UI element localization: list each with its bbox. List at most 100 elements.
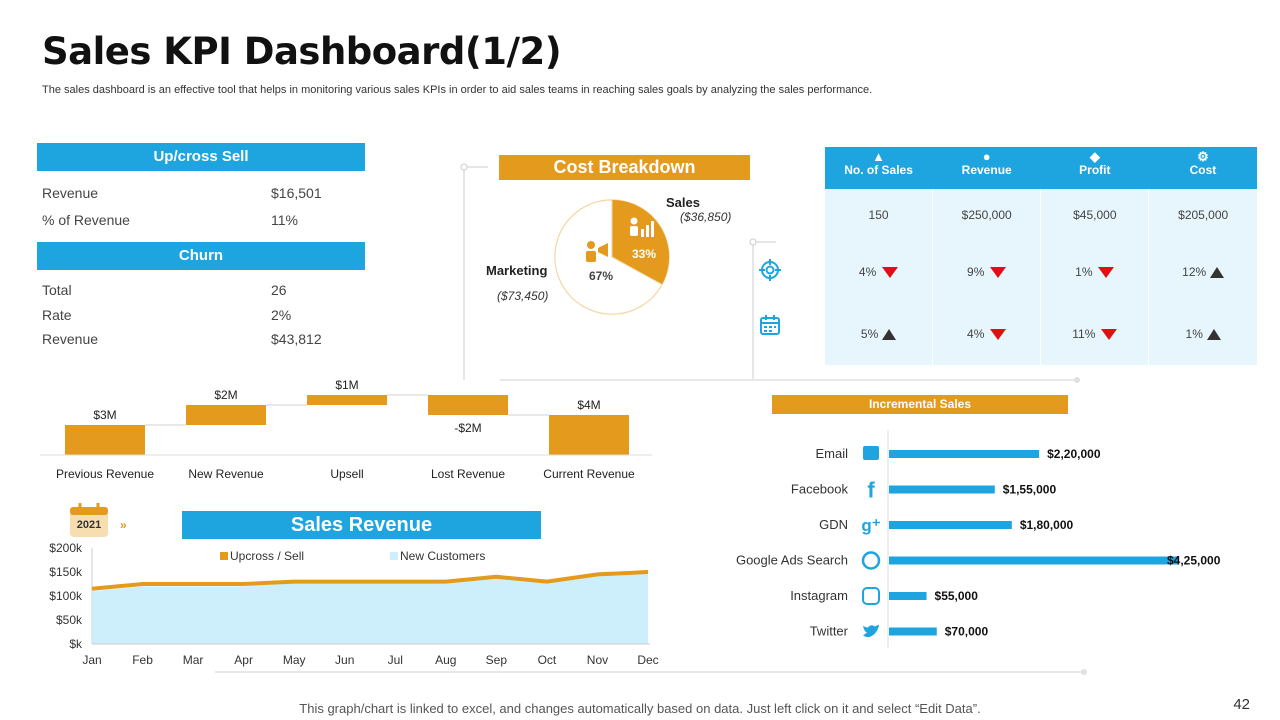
incremental-sales-header: Incremental Sales: [772, 395, 1068, 414]
upcross-title: Up/cross Sell: [153, 148, 249, 165]
legend-swatch-upcross: [220, 552, 228, 560]
churn-row-total-label: Total: [42, 282, 72, 298]
kpi-row2-cell: 12%: [1148, 241, 1257, 303]
pie-sales-percent: 33%: [632, 247, 657, 261]
area-ytick-label: $150k: [49, 565, 83, 579]
churn-header: Churn: [37, 242, 365, 270]
pie-sales-icon: [630, 217, 654, 237]
hbar-category-label: GDN: [819, 517, 848, 532]
sales-revenue-title: Sales Revenue: [290, 514, 433, 536]
google-plus-icon: g⁺: [861, 516, 880, 535]
area-ytick-label: $k: [69, 637, 83, 651]
trend-up-icon: [1206, 329, 1221, 341]
target-icon: [759, 259, 781, 281]
area-xtick-label: Dec: [637, 653, 658, 667]
area-xtick-label: Jul: [388, 653, 403, 667]
divider-mid-dot: [1074, 377, 1080, 383]
hbar-bar: [889, 627, 937, 636]
kpi-header-revenue-label: Revenue: [961, 163, 1012, 177]
page-title: Sales KPI Dashboard(1/2): [42, 30, 562, 73]
calendar-icon: [760, 315, 780, 335]
upcross-header: Up/cross Sell: [37, 143, 365, 171]
revenue-waterfall-chart: $3M Previous Revenue $2M New Revenue $1M Upse…: [40, 380, 652, 481]
hbar-value-label: $1,80,000: [1020, 518, 1074, 532]
hbar-value-label: $1,55,000: [1003, 483, 1057, 497]
instagram-icon: [862, 587, 880, 605]
legend-label-upcross: Upcross / Sell: [230, 549, 304, 563]
calendar-badge-icon: [70, 503, 108, 537]
kpi-value-profit: $45,000: [1040, 189, 1149, 241]
kpi-table-row3: 5% 4% 11% 1%: [823, 303, 1257, 365]
kpi-header-sales-label: No. of Sales: [844, 163, 913, 177]
area-xtick-label: Mar: [183, 653, 204, 667]
kpi-header-profit: ◆ Profit: [1040, 147, 1149, 189]
kpi-row3-text: 11%: [1072, 327, 1096, 341]
upcross-row-percent-label: % of Revenue: [42, 212, 130, 228]
trend-down-icon: [990, 267, 1007, 279]
kpi-row2-cell: 9%: [932, 241, 1041, 303]
kpi-value-revenue: $250,000: [932, 189, 1041, 241]
kpi-row2-cell: 1%: [1040, 241, 1149, 303]
hbar-value-label: $55,000: [935, 589, 979, 603]
waterfall-category-label: New Revenue: [188, 467, 264, 481]
trend-up-icon: [1210, 267, 1225, 279]
connector-dot-top: [460, 163, 468, 171]
area-xtick-label: Nov: [587, 653, 608, 667]
money-bag-icon: ◆: [1089, 149, 1100, 164]
cost-breakdown-title: Cost Breakdown: [553, 157, 696, 177]
kpi-row3-cell: 11%: [1040, 303, 1149, 365]
trend-up-icon: [882, 329, 897, 341]
area-xtick-label: Oct: [538, 653, 557, 667]
trend-down-icon: [1101, 329, 1118, 341]
kpi-table-header-row: ▲ No. of Sales ● Revenue ◆ Profit ⚙ Cost: [824, 147, 1257, 189]
waterfall-value-label: $2M: [214, 388, 237, 402]
waterfall-category-label: Lost Revenue: [431, 467, 505, 481]
kpi-row2-text: 4%: [858, 265, 877, 279]
line-upcross-sell: [91, 570, 649, 591]
kpi-row2-text: 1%: [1075, 265, 1093, 279]
connector-top: [463, 166, 488, 380]
waterfall-bar: [65, 425, 145, 455]
kpi-table: ▲ No. of Sales ● Revenue ◆ Profit ⚙ Cost 150…: [823, 147, 1257, 365]
area-xtick-label: Jan: [82, 653, 101, 667]
kpi-value-cost: $205,000: [1148, 189, 1257, 241]
incremental-sales-title: Incremental Sales: [868, 397, 972, 411]
gear-money-icon: ⚙: [1197, 149, 1209, 164]
email-icon: [863, 446, 879, 460]
hbar-category-label: Instagram: [790, 588, 848, 603]
hbar-bar: [889, 521, 1012, 529]
pie-sales-label: Sales: [666, 195, 700, 210]
kpi-table-values-row: 150 $250,000 $45,000 $205,000: [823, 189, 1257, 241]
kpi-row2-cell: 4%: [823, 241, 933, 303]
kpi-row2-text: 9%: [967, 265, 985, 279]
waterfall-category-label: Upsell: [330, 467, 363, 481]
kpi-row2-text: 12%: [1182, 265, 1207, 279]
waterfall-value-label: -$2M: [454, 421, 481, 435]
chevron-right-icon: »: [120, 518, 127, 532]
cost-breakdown-pie: [554, 199, 670, 315]
churn-row-rate-value: 2%: [271, 307, 292, 323]
upcross-row-percent-value: 11%: [271, 212, 298, 228]
footer-note: This graph/chart is linked to excel, and…: [299, 701, 981, 716]
waterfall-bar: [549, 415, 629, 455]
year-badge: 2021: [76, 519, 102, 531]
pie-marketing-icon: [586, 241, 608, 262]
hbar-value-label: $4,25,000: [1167, 554, 1221, 568]
hbar-bar: [889, 592, 927, 600]
kpi-header-sales: ▲ No. of Sales: [824, 147, 933, 189]
kpi-header-cost-label: Cost: [1189, 163, 1217, 177]
waterfall-value-label: $3M: [93, 408, 116, 422]
churn-row-total-value: 26: [271, 282, 287, 298]
hbar-category-label: Facebook: [791, 482, 849, 497]
hbar-bar: [889, 485, 995, 494]
legend-label-new-customers: New Customers: [400, 549, 485, 563]
cost-breakdown-header: Cost Breakdown: [499, 155, 750, 180]
connector-dot-right: [749, 238, 757, 246]
pie-slice-sales: [612, 200, 669, 285]
trend-down-icon: [990, 329, 1007, 341]
facebook-icon: f: [867, 478, 875, 503]
pie-marketing-amount: ($73,450): [497, 289, 549, 303]
kpi-header-profit-label: Profit: [1079, 163, 1111, 177]
area-xtick-label: Aug: [435, 653, 456, 667]
